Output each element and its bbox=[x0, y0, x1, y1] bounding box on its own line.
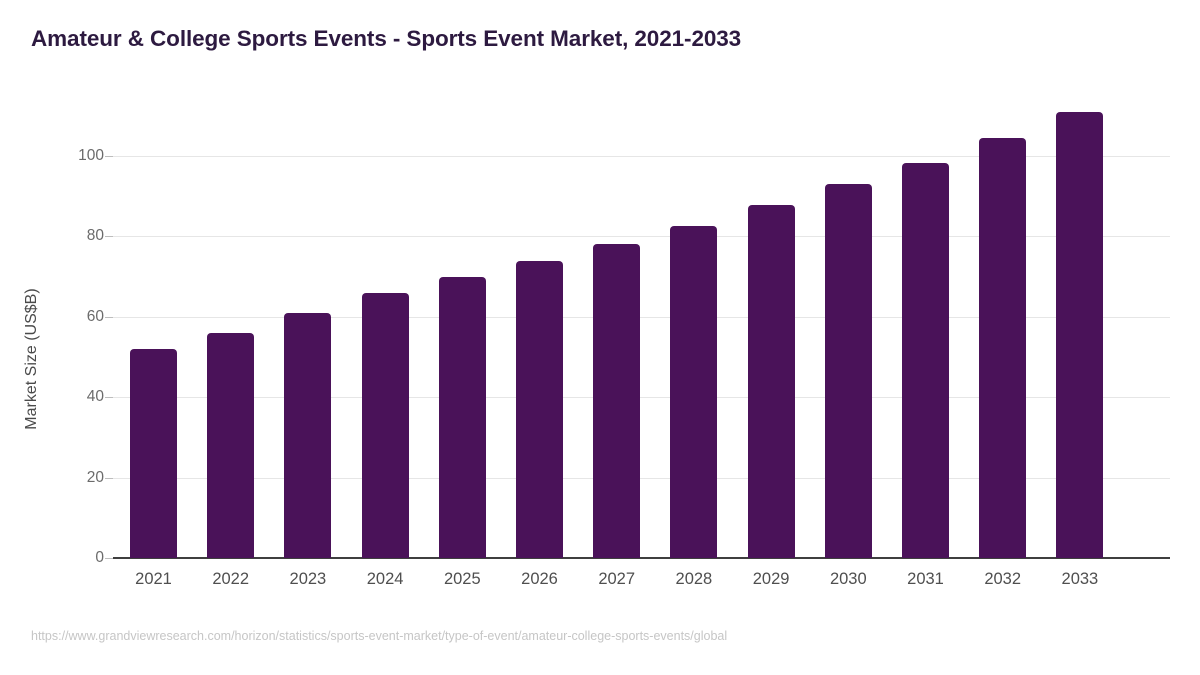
bar[interactable] bbox=[207, 332, 255, 558]
bar[interactable] bbox=[284, 312, 332, 558]
x-axis-tick-label: 2025 bbox=[443, 570, 481, 588]
bar[interactable] bbox=[130, 348, 177, 558]
bar[interactable] bbox=[747, 205, 795, 558]
bar[interactable] bbox=[1056, 111, 1104, 558]
y-axis-tick-label: 40 bbox=[86, 388, 104, 406]
y-axis-tick-label: 0 bbox=[95, 549, 104, 566]
y-axis-tick-label: 80 bbox=[86, 227, 104, 245]
y-tick-mark bbox=[105, 156, 113, 157]
bar[interactable] bbox=[902, 162, 949, 558]
page-title: Amateur & College Sports Events - Sports… bbox=[31, 26, 742, 51]
x-axis-tick-label: 2022 bbox=[212, 570, 250, 588]
y-gridline bbox=[113, 156, 1170, 157]
y-tick-mark bbox=[105, 316, 113, 318]
y-gridline bbox=[113, 397, 1170, 399]
y-axis-tick-label: 20 bbox=[86, 468, 104, 486]
x-axis-tick-label: 2031 bbox=[907, 570, 944, 588]
y-gridline bbox=[113, 236, 1170, 238]
x-axis-tick-label: 2033 bbox=[1061, 570, 1099, 588]
bar[interactable] bbox=[516, 261, 563, 558]
x-axis-tick-label: 2028 bbox=[675, 570, 713, 588]
bar[interactable] bbox=[670, 225, 718, 558]
source-url: https://www.grandviewresearch.com/horizo… bbox=[31, 629, 728, 643]
y-tick-mark bbox=[105, 397, 113, 399]
bar[interactable] bbox=[361, 292, 409, 558]
bar[interactable] bbox=[824, 184, 872, 558]
y-axis-tick-label: 100 bbox=[78, 147, 104, 164]
y-tick-mark bbox=[105, 236, 113, 238]
y-axis-title: Market Size (US$B) bbox=[23, 288, 40, 430]
y-axis-tick-label: 60 bbox=[86, 307, 104, 325]
y-gridline bbox=[113, 477, 1170, 479]
y-tick-mark bbox=[105, 477, 113, 479]
bar[interactable] bbox=[438, 276, 486, 558]
x-axis-tick-label: 2032 bbox=[984, 570, 1022, 588]
bar[interactable] bbox=[593, 244, 641, 558]
x-axis-tick-label: 2021 bbox=[135, 570, 172, 588]
y-gridline bbox=[113, 316, 1170, 318]
x-axis-tick-label: 2029 bbox=[752, 570, 790, 588]
x-axis-tick-label: 2026 bbox=[521, 570, 558, 588]
x-axis-tick-label: 2030 bbox=[829, 570, 867, 588]
x-axis-tick-label: 2024 bbox=[366, 570, 404, 588]
y-tick-mark bbox=[105, 558, 113, 559]
x-axis-line bbox=[113, 557, 1170, 559]
x-axis-tick-label: 2027 bbox=[598, 570, 636, 588]
x-axis-tick-label: 2023 bbox=[289, 570, 327, 588]
bar[interactable] bbox=[979, 137, 1027, 558]
